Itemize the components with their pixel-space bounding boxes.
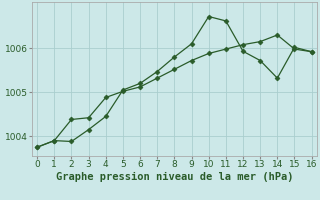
X-axis label: Graphe pression niveau de la mer (hPa): Graphe pression niveau de la mer (hPa) <box>56 172 293 182</box>
